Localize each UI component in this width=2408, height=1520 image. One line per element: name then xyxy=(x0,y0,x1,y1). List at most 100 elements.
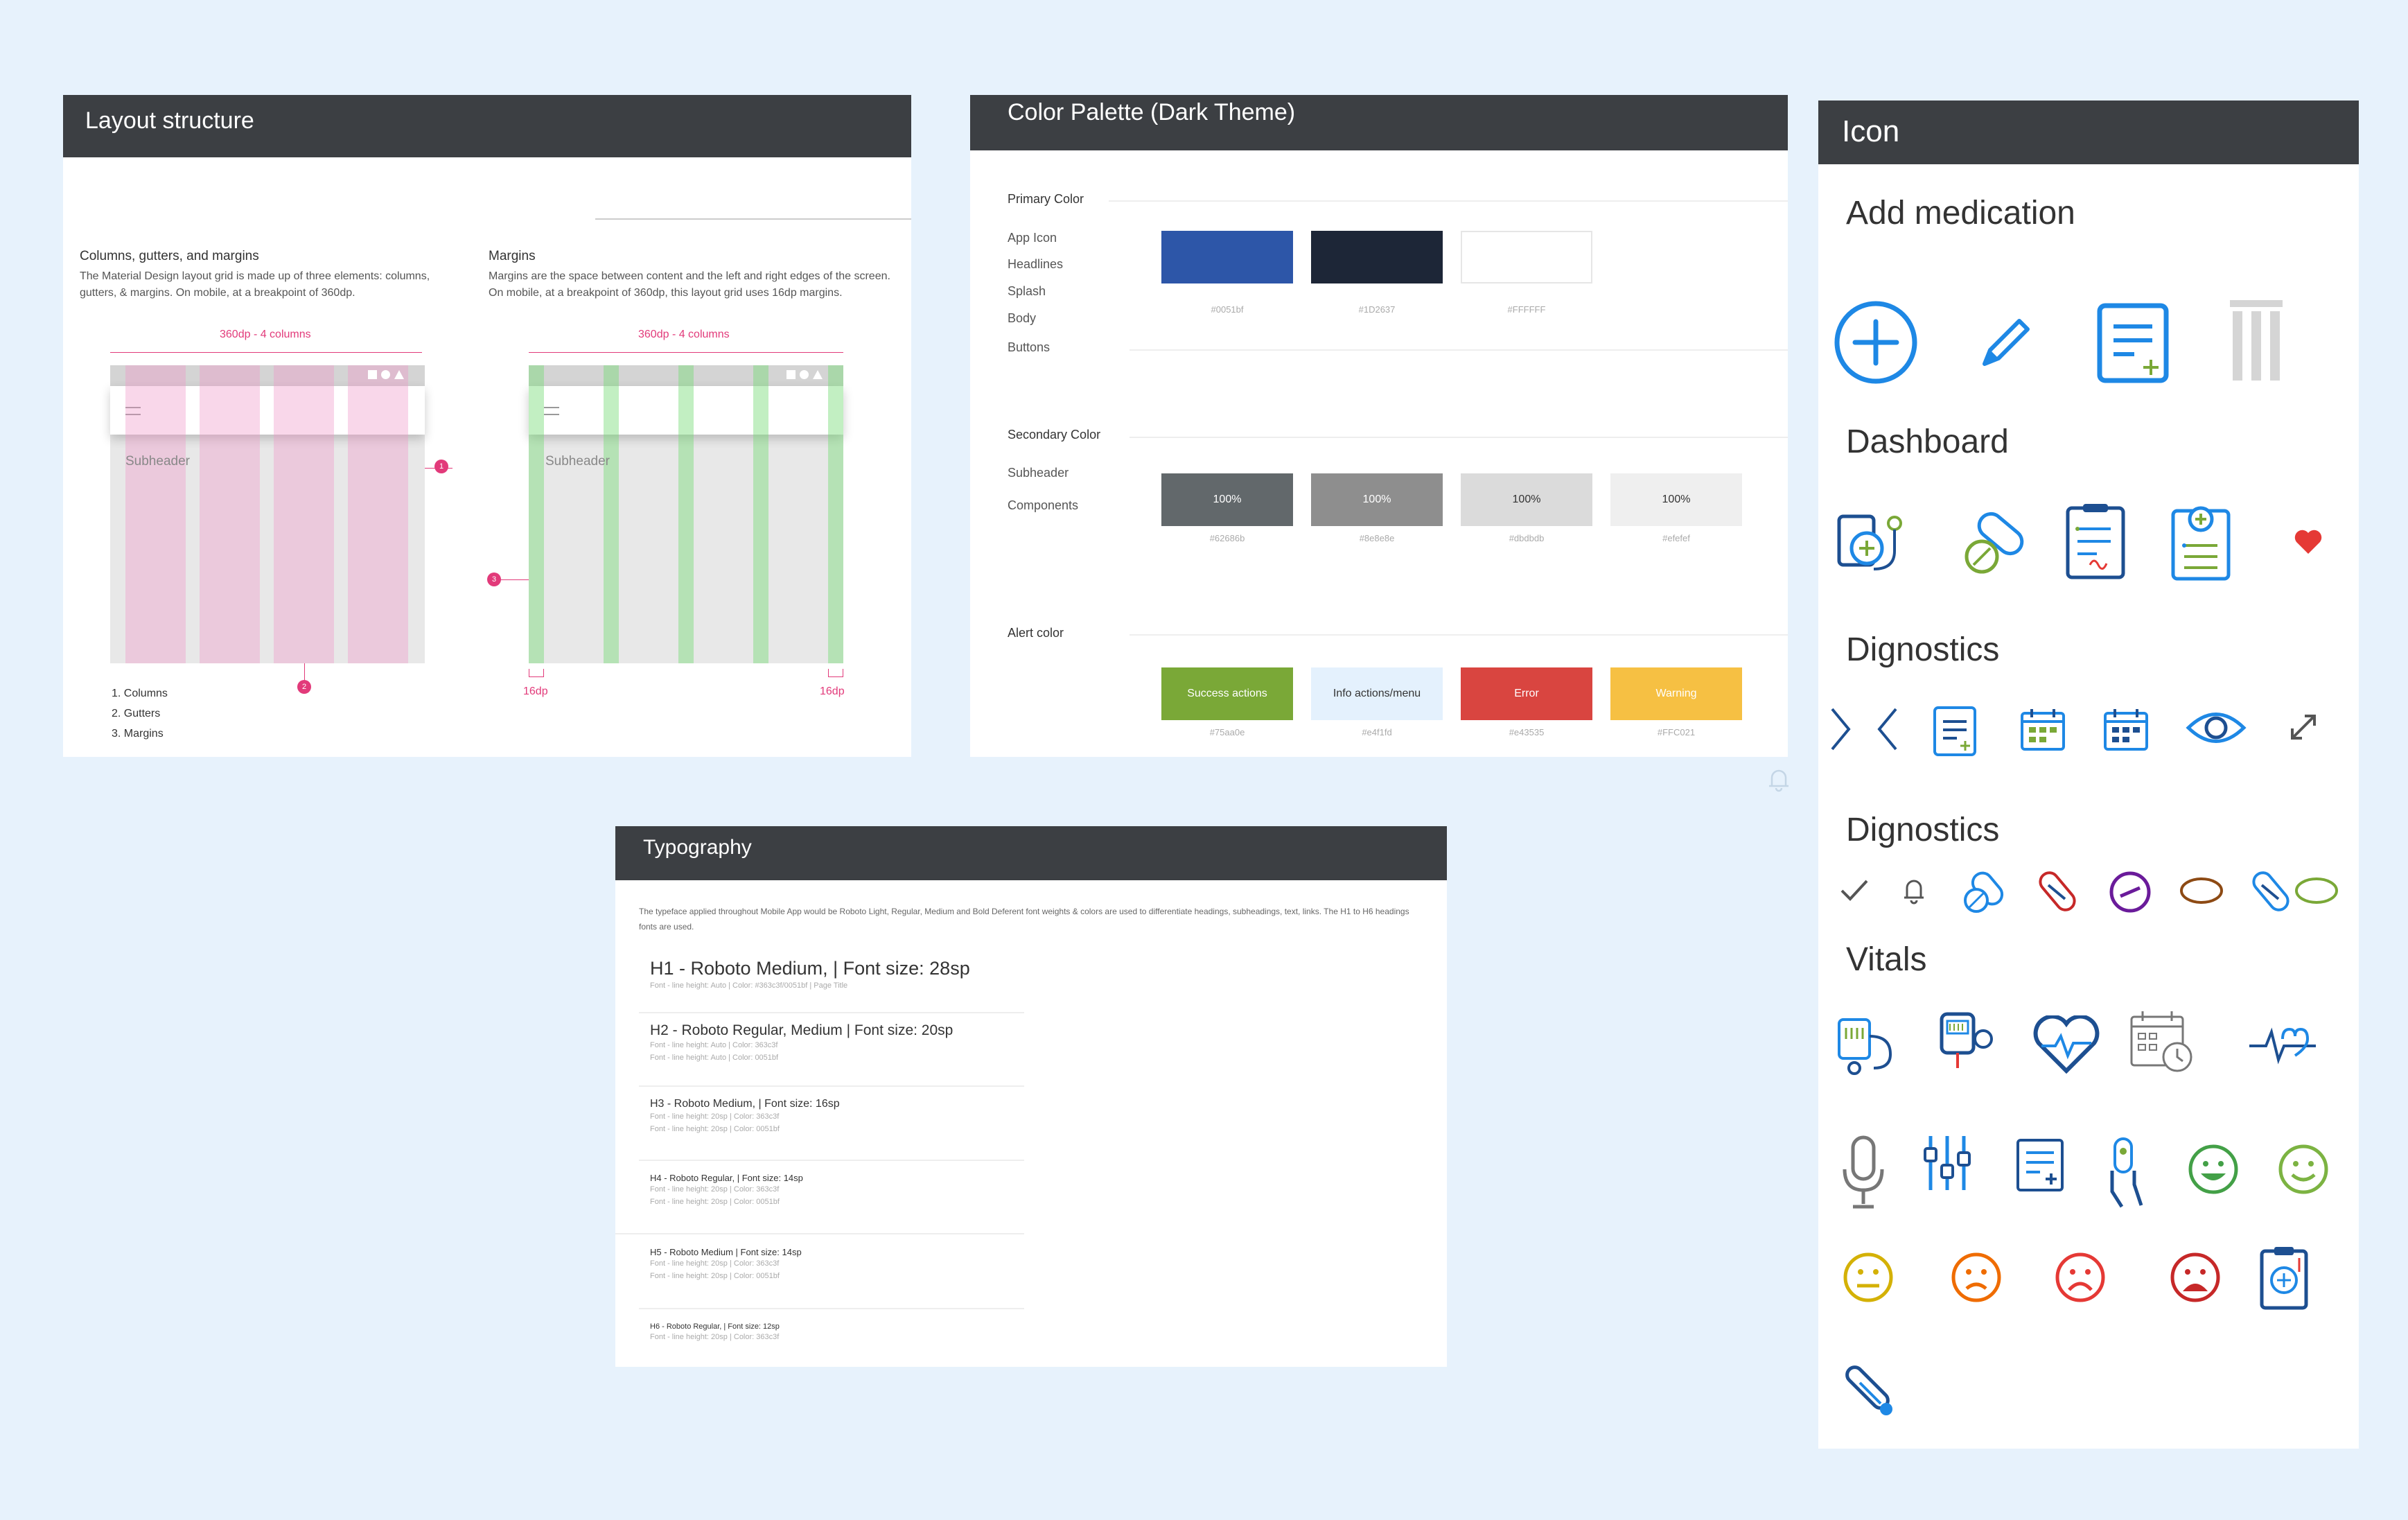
primary-item: Body xyxy=(1008,311,1037,325)
finger-sensor-icon[interactable] xyxy=(2105,1136,2147,1209)
smiley-crying-icon[interactable] xyxy=(2169,1251,2222,1304)
trash-bin-icon[interactable] xyxy=(2227,297,2285,383)
hex-label: #1D2637 xyxy=(1358,304,1396,315)
hex-label: #75aa0e xyxy=(1209,727,1245,737)
divider xyxy=(615,1233,1024,1234)
medicine-bottle-icon[interactable] xyxy=(1832,503,1908,579)
h2-spec: Font - line height: Auto | Color: 0051bf xyxy=(650,1054,779,1062)
h5-spec: Font - line height: 20sp | Color: 0051bf xyxy=(650,1272,780,1280)
oval-icon[interactable] xyxy=(2294,875,2339,906)
divider xyxy=(639,1085,1024,1087)
capsule-icon[interactable] xyxy=(2033,867,2082,916)
bell-icon xyxy=(1769,769,1789,792)
h6-row: H6 - Roboto Regular, | Font size: 12sp F… xyxy=(650,1322,780,1343)
margin-right-band xyxy=(828,365,843,663)
swatch-primary-blue xyxy=(1161,231,1293,283)
smiley-neutral-icon[interactable] xyxy=(1842,1251,1895,1304)
margin-right-label: 16dp xyxy=(820,685,845,697)
divider xyxy=(639,1160,1024,1161)
oval-icon[interactable] xyxy=(2179,875,2224,906)
swatch-warning: Warning xyxy=(1610,667,1742,720)
calendar-icon[interactable] xyxy=(2102,706,2150,752)
bell-icon[interactable] xyxy=(1900,875,1928,906)
h5-sample: H5 - Roboto Medium | Font size: 14sp xyxy=(650,1247,802,1257)
hex-label: #e43535 xyxy=(1509,727,1545,737)
divider xyxy=(1130,437,1788,438)
thermometer-icon[interactable] xyxy=(1839,1362,1899,1422)
swatch-secondary-2: 100% xyxy=(1311,473,1443,526)
smiley-happy-icon[interactable] xyxy=(2277,1143,2330,1196)
primary-item: Headlines xyxy=(1008,257,1064,271)
sliders-icon[interactable] xyxy=(1919,1133,1975,1193)
app-bar xyxy=(110,386,425,435)
hex-label: #FFFFFF xyxy=(1507,304,1546,315)
clipboard-device-icon[interactable] xyxy=(2258,1244,2310,1311)
h4-spec: Font - line height: 20sp | Color: 0051bf xyxy=(650,1198,780,1206)
h4-row: H4 - Roboto Regular, | Font size: 14sp F… xyxy=(650,1173,803,1208)
swatch-secondary-4: 100% xyxy=(1610,473,1742,526)
app-bar xyxy=(529,386,843,435)
add-circle-icon[interactable] xyxy=(1832,299,1919,386)
glucose-meter-icon[interactable] xyxy=(1932,1006,2001,1075)
columns-body: The Material Design layout grid is made … xyxy=(80,270,430,299)
gutter-2 xyxy=(678,365,694,663)
document-add-icon[interactable] xyxy=(2095,302,2170,385)
secondary-item: Subheader xyxy=(1008,466,1069,480)
dim-label-left: 360dp - 4 columns xyxy=(220,329,311,340)
margins-heading: Margins xyxy=(489,249,536,263)
eye-icon[interactable] xyxy=(2186,705,2247,751)
document-add-icon[interactable] xyxy=(2015,1137,2065,1193)
chevron-right-icon[interactable] xyxy=(1827,705,1854,753)
color-palette-panel: Color Palette (Dark Theme) Primary Color… xyxy=(970,95,1788,757)
icon-panel: Icon Add medication Dashboard Dignostics… xyxy=(1818,101,2359,1449)
margin-left-band xyxy=(529,365,544,663)
marker-1: 1 xyxy=(434,460,448,473)
h5-row: H5 - Roboto Medium | Font size: 14sp Fon… xyxy=(650,1247,802,1282)
dim-line-left xyxy=(110,352,422,353)
smiley-very-sad-icon[interactable] xyxy=(2054,1251,2107,1304)
column-4 xyxy=(348,365,408,663)
expand-icon[interactable] xyxy=(2287,710,2320,744)
section-title: Vitals xyxy=(1846,941,1927,978)
chevron-left-icon[interactable] xyxy=(1874,705,1901,753)
section-title: Dignostics xyxy=(1846,631,2000,668)
smiley-very-happy-icon[interactable] xyxy=(2187,1143,2240,1196)
h3-sample: H3 - Roboto Medium, | Font size: 16sp xyxy=(650,1098,840,1110)
section-title: Dignostics xyxy=(1846,812,2000,848)
heart-icon[interactable] xyxy=(2294,529,2323,555)
microphone-icon[interactable] xyxy=(1839,1135,1888,1211)
pills-icon[interactable] xyxy=(1960,867,2008,916)
blood-pressure-icon[interactable] xyxy=(1832,1008,1901,1078)
clipboard-add-icon[interactable] xyxy=(2168,501,2234,583)
typography-panel: Typography The typeface applied througho… xyxy=(615,826,1447,1367)
clipboard-chart-icon[interactable] xyxy=(2062,501,2129,583)
divider xyxy=(595,218,911,220)
marker-line-3 xyxy=(500,579,529,580)
document-add-icon[interactable] xyxy=(1932,705,1978,758)
h2-sample: H2 - Roboto Regular, Medium | Font size:… xyxy=(650,1022,953,1038)
h5-spec: Font - line height: 20sp | Color: 363c3f xyxy=(650,1259,780,1268)
divider xyxy=(639,1012,1024,1013)
marker-2: 2 xyxy=(297,680,311,694)
calendar-icon[interactable] xyxy=(2019,706,2066,752)
hex-label: #8e8e8e xyxy=(1359,533,1395,543)
capsule-icon[interactable] xyxy=(2247,867,2295,916)
h1-row: H1 - Roboto Medium, | Font size: 28sp Fo… xyxy=(650,958,970,992)
section-title: Dashboard xyxy=(1846,423,2009,460)
divider xyxy=(1130,349,1788,351)
status-icons xyxy=(786,370,823,383)
section-title: Add medication xyxy=(1846,195,2075,232)
pencil-icon[interactable] xyxy=(1971,308,2040,378)
check-icon[interactable] xyxy=(1839,877,1870,905)
calendar-clock-icon[interactable] xyxy=(2127,1008,2197,1075)
pill-capsule-icon[interactable] xyxy=(1958,503,2035,579)
dim-line-right xyxy=(529,352,843,353)
layout-structure-panel: Layout structure Columns, gutters, and m… xyxy=(63,95,911,757)
smiley-sad-icon[interactable] xyxy=(1950,1251,2003,1304)
circle-minus-icon[interactable] xyxy=(2108,870,2152,914)
margin-bracket-right xyxy=(828,669,843,677)
typography-intro: The typeface applied throughout Mobile A… xyxy=(639,907,1409,932)
divider xyxy=(1130,634,1788,636)
heart-pulse-icon[interactable] xyxy=(2033,1015,2100,1074)
heartbeat-line-icon[interactable] xyxy=(2247,1022,2319,1068)
